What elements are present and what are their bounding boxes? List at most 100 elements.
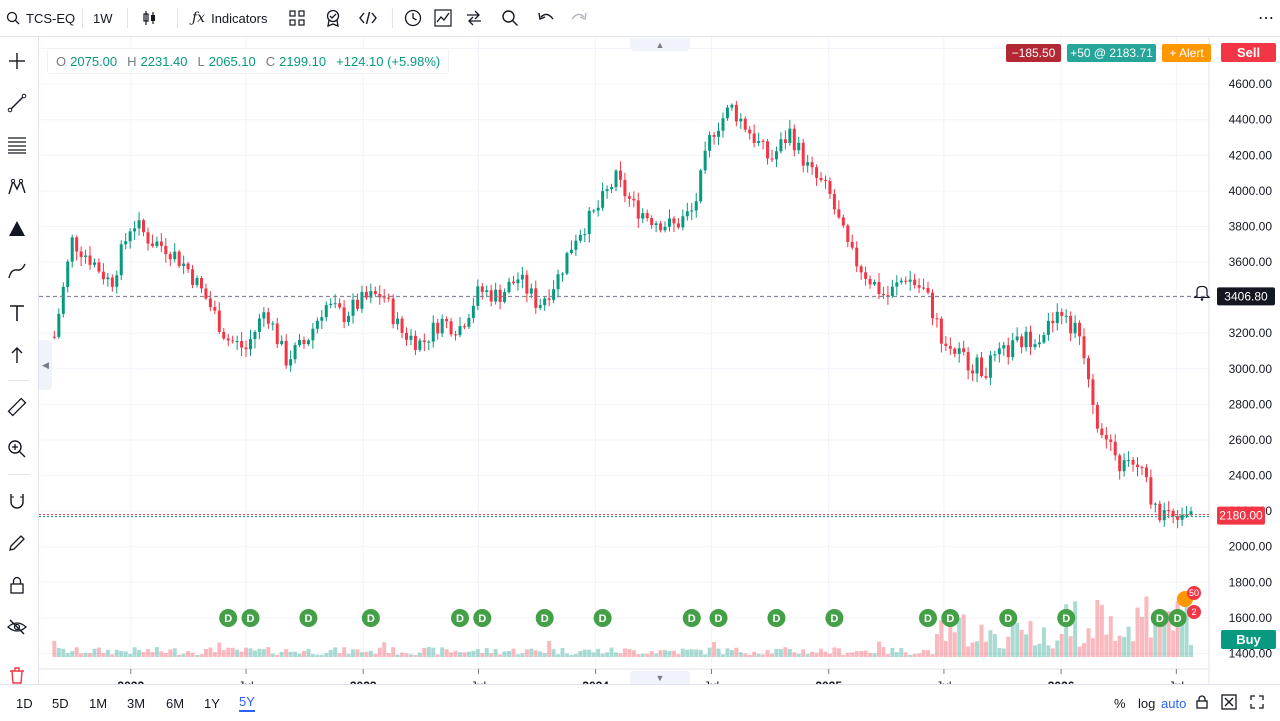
crosshair-tool[interactable] — [5, 51, 29, 75]
range-1y[interactable]: 1Y — [204, 685, 220, 721]
volume-bar — [431, 647, 436, 657]
percent-toggle[interactable]: % — [1114, 685, 1126, 721]
redo-button[interactable] — [570, 0, 588, 36]
arrow-tool[interactable] — [5, 345, 29, 369]
volume-bar — [1073, 601, 1078, 657]
trend-line-tool[interactable] — [5, 93, 29, 117]
volume-bar — [137, 649, 142, 657]
candle-body — [663, 226, 667, 231]
text-tool[interactable] — [5, 303, 29, 327]
chart-pane[interactable]: 4800.004600.004400.004200.004000.003800.… — [39, 37, 1280, 693]
range-5d[interactable]: 5D — [52, 685, 69, 721]
undo-button[interactable] — [537, 0, 555, 36]
candle-body — [462, 326, 466, 328]
candle-body — [1104, 435, 1108, 440]
magnet-tool[interactable] — [5, 491, 29, 515]
pattern-tool[interactable] — [5, 177, 29, 201]
candle-body — [226, 338, 230, 341]
shapes-tool[interactable] — [5, 219, 29, 243]
divider — [177, 8, 178, 28]
range-1d[interactable]: 1D — [16, 685, 33, 721]
measure-tool[interactable] — [5, 397, 29, 421]
zoom-button[interactable] — [501, 0, 519, 36]
sell-button[interactable]: Sell — [1221, 43, 1276, 62]
drawing-mode-tool[interactable] — [5, 533, 29, 557]
volume-bar — [484, 648, 489, 657]
candle-body — [962, 348, 966, 353]
candle-body — [97, 262, 101, 272]
volume-bar — [310, 654, 315, 657]
position-badge[interactable]: +50 @ 2183.71 — [1067, 44, 1156, 62]
brush-tool[interactable] — [5, 261, 29, 285]
zoom-in-tool[interactable] — [5, 439, 29, 463]
add-alert-button[interactable]: + Alert — [1162, 44, 1211, 62]
price-chart[interactable]: 4800.004600.004400.004200.004000.003800.… — [39, 37, 1280, 693]
price-tick-label: 2000.00 — [1229, 540, 1273, 554]
collapse-left-handle[interactable]: ◀ — [39, 340, 52, 390]
collapse-bottom-handle[interactable]: ▼ — [630, 671, 690, 684]
bell-icon — [1193, 285, 1211, 299]
volume-bar — [239, 651, 244, 657]
more-button[interactable]: ⋯ — [1258, 0, 1274, 36]
log-toggle[interactable]: log — [1138, 685, 1155, 721]
replay-button[interactable] — [404, 0, 422, 36]
volume-bar — [1024, 634, 1029, 657]
range-5y[interactable]: 5Y — [239, 685, 255, 721]
volume-bar — [502, 651, 507, 657]
volume-bar — [377, 647, 382, 657]
volume-bar — [573, 654, 578, 657]
volume-bar — [1055, 640, 1060, 657]
compare-button[interactable] — [434, 0, 452, 36]
lock-tool[interactable] — [5, 575, 29, 599]
indicators-label: Indicators — [211, 10, 268, 26]
candle-body — [1020, 336, 1024, 348]
volume-bar — [199, 654, 204, 657]
interval-button[interactable]: 1W — [93, 0, 113, 36]
indicators-button[interactable]: ƒx Indicators — [192, 0, 267, 36]
volume-bar — [997, 647, 1002, 657]
templates-button[interactable] — [289, 0, 305, 36]
range-6m[interactable]: 6M — [166, 685, 184, 721]
collapse-top-handle[interactable]: ▲ — [630, 38, 690, 51]
range-label: 6M — [166, 695, 185, 711]
volume-bar — [547, 641, 552, 657]
volume-bar — [1099, 604, 1104, 657]
trading-button[interactable] — [465, 0, 483, 36]
symbol-search[interactable]: TCS-EQ — [6, 0, 75, 36]
alerts-button[interactable] — [324, 0, 342, 36]
candle-body — [1153, 503, 1157, 505]
bottom-toolbar: 1D 5D 1M 3M 6M 1Y 5Y % log auto — [0, 684, 1280, 721]
candle-body — [289, 359, 293, 366]
lock-scale-button[interactable] — [1195, 685, 1209, 721]
volume-bar — [676, 654, 681, 657]
volume-bar — [261, 649, 266, 657]
auto-toggle[interactable]: auto — [1161, 685, 1186, 721]
volume-bar — [1090, 638, 1095, 657]
buy-button[interactable]: Buy — [1221, 630, 1276, 649]
candle-body — [636, 200, 640, 219]
candle-body — [248, 339, 252, 350]
range-1m[interactable]: 1M — [89, 685, 107, 721]
volume-bar — [244, 647, 249, 657]
candle-body — [529, 288, 533, 294]
hide-tool[interactable] — [5, 617, 29, 641]
candle-body — [587, 210, 591, 235]
candle-body — [770, 158, 774, 160]
dividend-marker — [450, 609, 469, 627]
fib-tool[interactable] — [5, 135, 29, 159]
fullscreen-button[interactable] — [1250, 685, 1264, 721]
volume-bar — [703, 654, 708, 657]
volume-bar — [1046, 645, 1051, 657]
volume-bar — [770, 653, 775, 657]
range-3m[interactable]: 3M — [127, 685, 145, 721]
embed-button[interactable] — [359, 0, 377, 36]
remove-tool[interactable] — [5, 665, 29, 689]
candle-body — [667, 218, 671, 227]
volume-bar — [926, 650, 931, 657]
volume-bar — [1184, 599, 1189, 657]
chart-type-button[interactable] — [142, 0, 158, 36]
volume-bar — [252, 650, 257, 657]
fit-button[interactable] — [1221, 685, 1237, 721]
volume-bar — [351, 649, 356, 657]
volume-bar — [743, 653, 748, 657]
